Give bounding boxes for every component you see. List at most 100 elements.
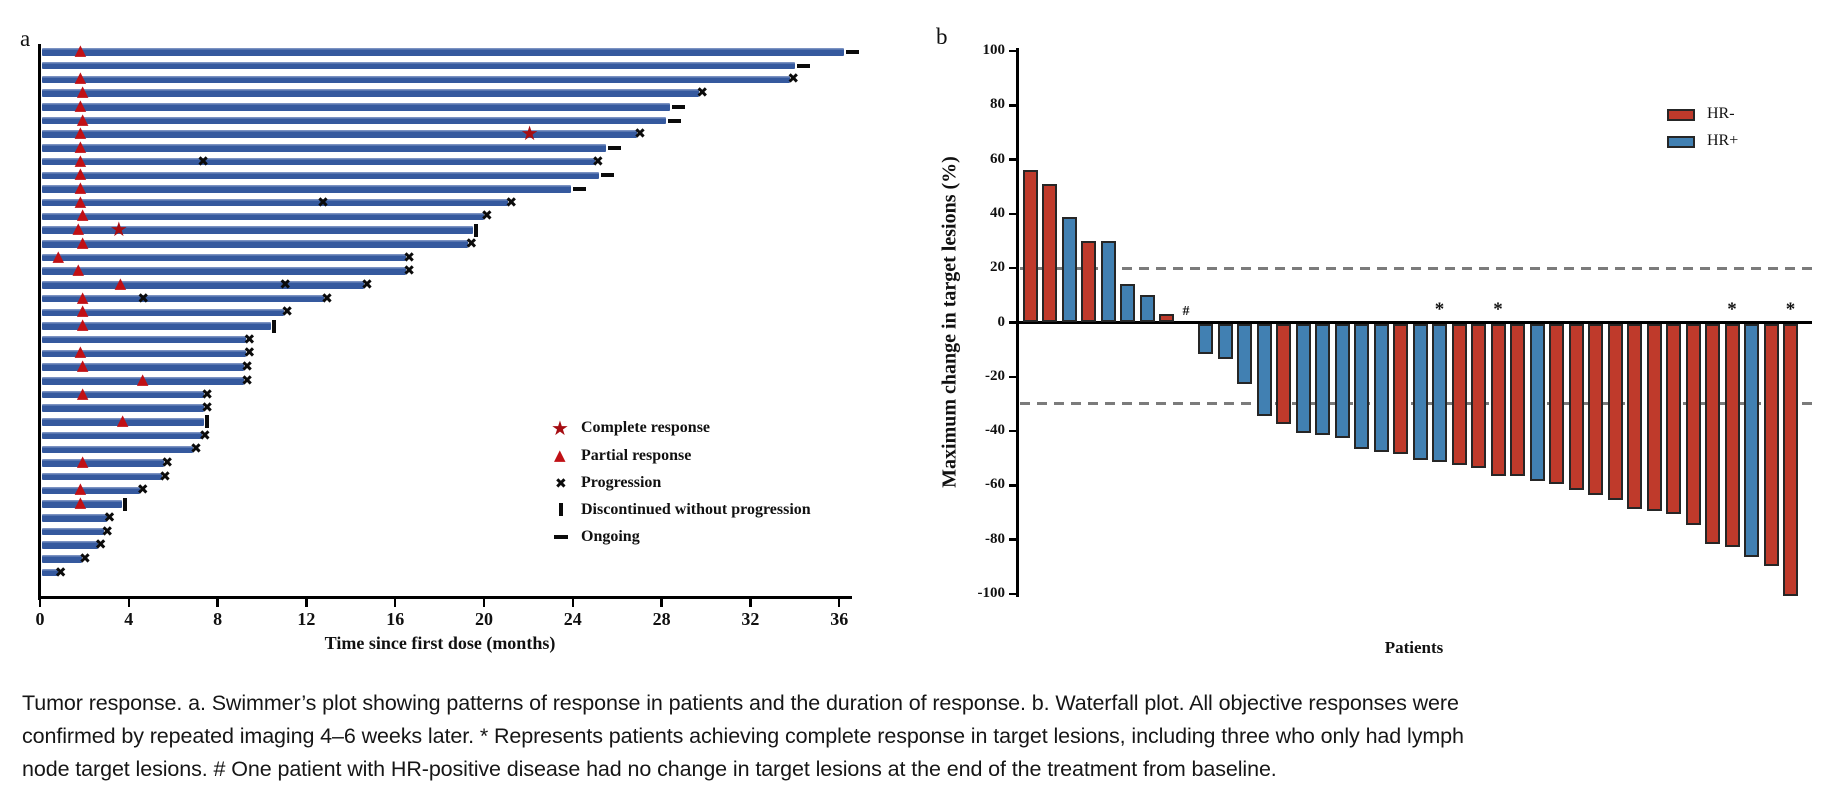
waterfall-bar xyxy=(1568,324,1584,490)
x-tick xyxy=(216,599,219,607)
progression-end-marker: ✖ xyxy=(199,427,211,444)
progression-end-marker: ✖ xyxy=(243,331,256,348)
partial-response-marker: ▲ xyxy=(76,315,89,333)
y-tick-label: 80 xyxy=(990,96,1005,113)
waterfall-bar xyxy=(1646,324,1662,512)
y-tick-label: -60 xyxy=(985,476,1005,493)
x-tick-label: 12 xyxy=(297,609,316,629)
swimmer-bar xyxy=(41,281,365,289)
waterfall-bar xyxy=(1061,216,1077,323)
x-tick-label: 28 xyxy=(652,609,671,629)
waterfall-bar xyxy=(1100,241,1116,323)
progression-end-marker: ✖ xyxy=(592,153,604,170)
legend-label-hr-positive: HR+ xyxy=(1707,132,1739,149)
waterfall-bar xyxy=(1139,295,1155,323)
waterfall-bar xyxy=(1354,324,1369,449)
caption-line-2: confirmed by repeated imaging 4–6 weeks … xyxy=(22,724,1464,748)
swimmer-bar xyxy=(41,103,671,111)
y-tick xyxy=(1009,104,1017,107)
waterfall-bar xyxy=(1685,324,1701,525)
waterfall-bar xyxy=(1256,324,1272,417)
x-tick xyxy=(837,599,841,607)
x-tick-label: 16 xyxy=(386,609,405,629)
swimmer-bar xyxy=(41,486,140,495)
progression-end-marker: ✖ xyxy=(281,304,293,321)
progression-end-marker: ✖ xyxy=(634,126,646,143)
x-tick xyxy=(749,599,752,607)
partial-response-marker: ▲ xyxy=(74,136,87,155)
progression-end-marker: ✖ xyxy=(161,455,174,471)
caption-line-1: Tumor response. a. Swimmer’s plot showin… xyxy=(22,691,1459,715)
discontinued-icon xyxy=(559,503,563,516)
waterfall-bar xyxy=(1744,324,1759,558)
legend-label-complete-response: Complete response xyxy=(581,419,711,436)
x-tick-label: 36 xyxy=(830,609,849,629)
swimmer-bar xyxy=(41,48,844,56)
swimmer-bar xyxy=(41,89,700,97)
panel-a-y-axis xyxy=(38,44,41,600)
partial-response-marker: ▲ xyxy=(116,410,129,429)
swimmer-bar xyxy=(41,445,194,454)
x-tick-label: 32 xyxy=(741,609,760,629)
discontinued-marker xyxy=(123,497,128,511)
progression-marker: ✖ xyxy=(137,290,150,307)
x-tick xyxy=(127,599,131,607)
complete-response-marker: ★ xyxy=(109,217,128,242)
swimmer-bar xyxy=(41,363,245,371)
waterfall-bar xyxy=(1607,324,1623,501)
legend-label-partial-response: Partial response xyxy=(581,447,692,464)
swimmer-bar xyxy=(41,171,600,180)
partial-response-marker: ▲ xyxy=(74,123,87,142)
swimmer-bar xyxy=(41,308,285,317)
x-tick-label: 4 xyxy=(124,609,134,629)
swimmer-bar xyxy=(41,390,205,399)
legend-label-discontinued: Discontinued without progression xyxy=(581,501,811,518)
waterfall-bar xyxy=(1412,324,1428,460)
progression-end-marker: ✖ xyxy=(54,564,67,581)
waterfall-bar xyxy=(1315,324,1330,436)
swimmer-bar xyxy=(41,349,247,358)
progression-end-marker: ✖ xyxy=(94,537,107,554)
swimmer-bar xyxy=(41,335,247,344)
partial-response-marker: ▲ xyxy=(74,68,87,87)
ongoing-marker xyxy=(572,187,586,191)
figure-caption: Tumor response. a. Swimmer’s plot showin… xyxy=(22,687,1582,786)
swimmer-bar xyxy=(41,144,607,152)
swimmer-bar xyxy=(41,418,205,426)
waterfall-bar xyxy=(1783,324,1798,596)
complete-response-flag: * xyxy=(1785,298,1796,320)
partial-response-icon: ▲ xyxy=(554,446,566,464)
y-tick xyxy=(1009,375,1017,379)
x-tick-label: 24 xyxy=(563,609,582,629)
waterfall-bar xyxy=(1451,324,1467,466)
partial-response-marker: ▲ xyxy=(74,150,87,169)
ongoing-icon xyxy=(554,535,568,539)
panel-a-label: a xyxy=(20,26,31,51)
swimmer-bar xyxy=(41,404,205,412)
swimmer-bar xyxy=(41,377,245,385)
progression-end-marker: ✖ xyxy=(361,276,373,293)
partial-response-marker: ▲ xyxy=(76,109,89,128)
waterfall-bar xyxy=(1237,324,1252,384)
y-tick xyxy=(1009,321,1017,324)
y-tick xyxy=(1009,429,1017,433)
progression-end-marker: ✖ xyxy=(403,249,416,266)
partial-response-marker: ▲ xyxy=(76,301,89,320)
y-tick-label: -20 xyxy=(985,367,1005,384)
progression-end-marker: ✖ xyxy=(190,441,202,458)
y-tick-label: 60 xyxy=(990,150,1005,167)
waterfall-bar xyxy=(1373,324,1389,452)
swimmer-bar xyxy=(41,472,163,481)
progression-end-marker: ✖ xyxy=(241,372,253,389)
progression-marker: ✖ xyxy=(317,194,329,211)
panel-b-zero-line xyxy=(1016,321,1812,324)
x-tick xyxy=(571,599,575,607)
partial-response-marker: ▲ xyxy=(136,369,149,388)
legend-label-ongoing: Ongoing xyxy=(581,528,640,545)
waterfall-bar xyxy=(1081,241,1096,323)
waterfall-bar xyxy=(1666,324,1681,515)
waterfall-bar xyxy=(1627,324,1642,509)
progression-end-marker: ✖ xyxy=(505,194,518,211)
swimmer-bar xyxy=(41,198,509,207)
x-tick xyxy=(660,599,663,607)
